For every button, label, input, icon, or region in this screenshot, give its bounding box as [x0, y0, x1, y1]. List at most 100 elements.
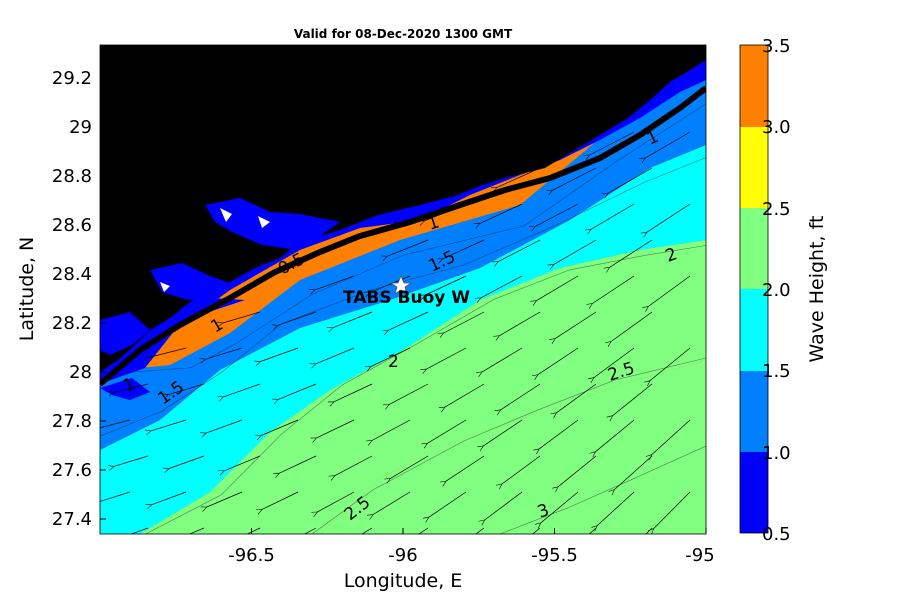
buoy-star-icon [389, 274, 413, 295]
direction-arrow [557, 383, 597, 413]
direction-arrow [597, 491, 635, 526]
band-1.0-1.5 [100, 78, 706, 450]
direction-arrow [315, 275, 355, 290]
direction-arrow [333, 311, 373, 328]
direction-arrow [444, 311, 485, 333]
direction-arrow [554, 239, 597, 264]
direction-arrow [499, 311, 541, 336]
direction-arrow [541, 491, 579, 523]
x-axis: -96.5 -96 -95.5 -95 Longitude, E [228, 528, 715, 592]
bay-water [100, 312, 150, 355]
direction-arrow [483, 419, 523, 446]
direction-arrow [647, 203, 691, 232]
wave-direction-arrows [100, 131, 691, 534]
x-tick-label: -96.5 [228, 545, 275, 566]
direction-arrow [151, 419, 187, 431]
colorbar-swatch [740, 45, 768, 127]
colorbar-tick-label: 0.5 [762, 524, 791, 545]
direction-arrow [591, 203, 635, 229]
colorbar-frame [739, 44, 769, 534]
direction-arrow [372, 419, 411, 441]
direction-arrow [539, 419, 579, 449]
colorbar-tick-label: 3.0 [762, 117, 791, 138]
colorbar-tick-label: 3.5 [762, 36, 791, 57]
y-tick-label: 28.6 [52, 215, 92, 236]
bay-water [150, 263, 232, 300]
direction-arrow [443, 239, 485, 259]
y-tick-label: 28.2 [52, 313, 92, 334]
y-tick-label: 28.8 [52, 166, 92, 187]
direction-arrow [538, 347, 579, 375]
direction-arrow [646, 131, 691, 158]
direction-arrow [373, 491, 411, 515]
direction-arrow [424, 203, 467, 221]
direction-arrow [498, 239, 541, 262]
direction-arrow [535, 203, 579, 226]
colorbar-swatch [740, 126, 768, 208]
direction-arrow [613, 383, 653, 416]
direction-arrow [611, 311, 653, 342]
direction-arrow [652, 419, 691, 455]
contour-line [145, 245, 706, 534]
direction-arrow [481, 275, 523, 298]
band-2.0-2.5 [100, 240, 706, 534]
y-axis: 29.2 29 28.8 28.6 28.4 28.2 28 27.8 27.6… [16, 68, 106, 530]
direction-arrow [246, 527, 261, 534]
x-axis-label: Longitude, E [344, 570, 463, 592]
direction-arrow [558, 455, 597, 487]
direction-arrow [224, 455, 261, 471]
contour-label: 2 [388, 352, 399, 372]
y-tick-label: 29 [69, 117, 92, 138]
direction-arrow [614, 455, 653, 490]
y-axis-label: Latitude, N [16, 237, 38, 342]
direction-arrow [594, 347, 635, 378]
contour-line [100, 157, 706, 437]
map-title: Valid for 08-Dec-2020 1300 GMT [294, 27, 513, 41]
direction-arrow [532, 527, 541, 534]
contour-line [311, 357, 706, 534]
direction-arrow [654, 491, 691, 529]
direction-arrow [608, 167, 653, 193]
colorbar-tick-label: 2.5 [762, 199, 791, 220]
direction-arrow [592, 275, 635, 304]
direction-arrow [553, 167, 597, 190]
direction-arrow [114, 383, 149, 393]
direction-arrow [361, 527, 373, 534]
y-tick-label: 29.2 [52, 68, 92, 89]
direction-arrow [261, 347, 299, 362]
direction-arrow [389, 383, 429, 404]
y-tick-label: 28 [69, 362, 92, 383]
direction-arrow [388, 311, 429, 330]
direction-arrow [370, 275, 411, 292]
direction-arrow [100, 491, 131, 502]
direction-arrow [224, 383, 261, 397]
direction-arrow [648, 275, 691, 306]
x-tick-label: -96 [388, 545, 417, 566]
plot-area: 1 1 1 1 0.5 1.5 1.5 2 2 2.5 2.5 3 TABS B… [100, 45, 706, 534]
colorbar-tick-label: 1.0 [762, 443, 791, 464]
direction-arrow [482, 347, 523, 372]
direction-arrow [279, 383, 317, 399]
direction-arrow [650, 347, 691, 381]
x-tick-label: -95 [685, 545, 714, 566]
direction-arrow [317, 419, 355, 438]
direction-arrow [207, 491, 243, 507]
direction-arrow [130, 527, 149, 534]
direction-arrow [445, 383, 485, 407]
direction-arrow [279, 455, 317, 473]
barrier-island [100, 85, 706, 387]
land-mass [100, 45, 706, 372]
direction-arrow [262, 491, 299, 509]
direction-arrow [426, 347, 467, 369]
contour-line [499, 445, 706, 534]
direction-arrow [446, 455, 485, 481]
direction-arrow [261, 419, 299, 436]
direction-arrow [206, 419, 243, 433]
direction-arrow [596, 419, 635, 452]
direction-arrow [318, 491, 355, 512]
y-tick-label: 27.6 [52, 460, 92, 481]
direction-arrow [537, 275, 579, 301]
colorbar-swatch [740, 207, 768, 289]
contour-lines [100, 103, 706, 534]
